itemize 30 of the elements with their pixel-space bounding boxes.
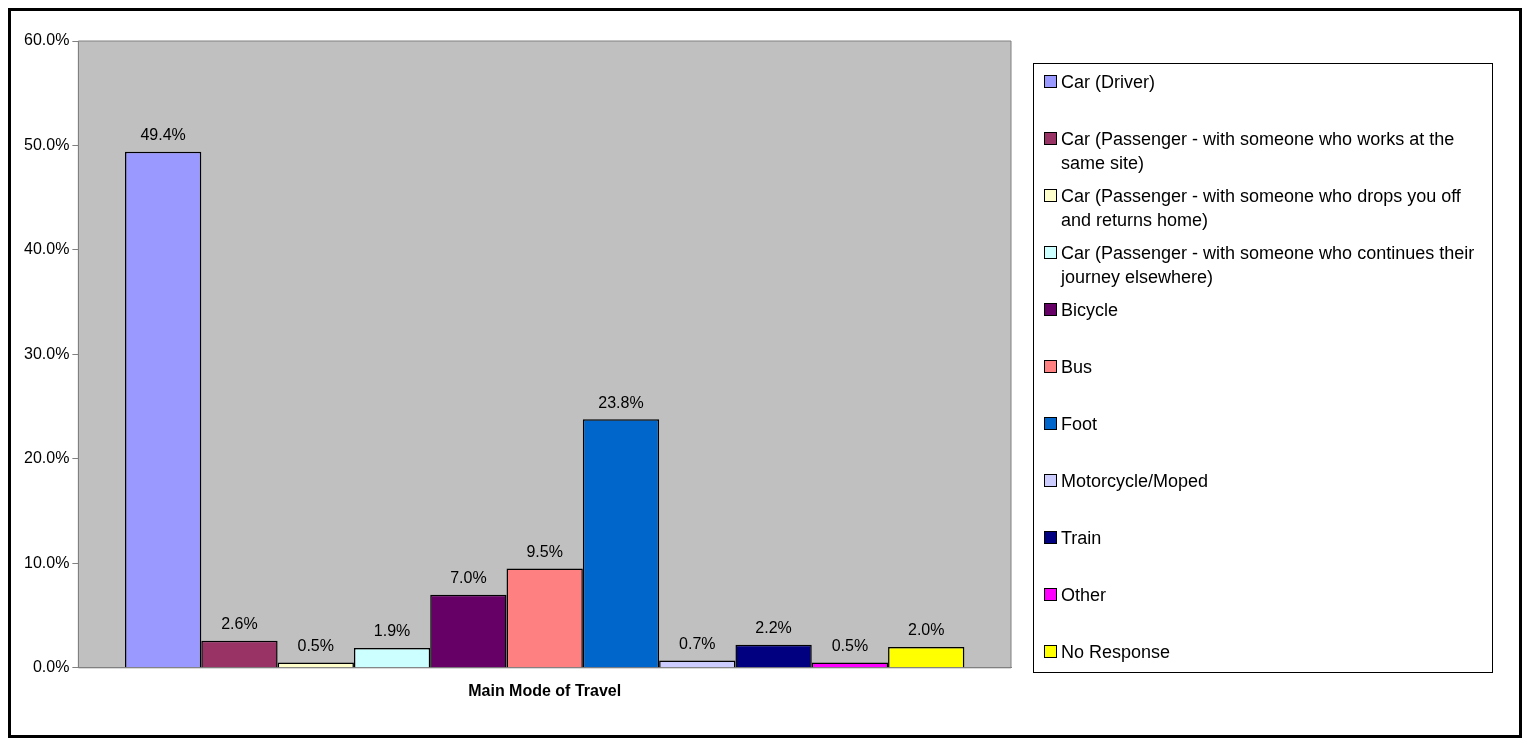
y-tick-label: 10.0% (23, 553, 70, 571)
x-tick-label: Main Mode of Travel (468, 681, 622, 699)
data-label: 9.5% (526, 542, 563, 560)
y-tick-label: 0.0% (32, 658, 70, 676)
data-label: 0.7% (679, 634, 716, 652)
legend-label: Car (Driver) (1061, 71, 1155, 94)
legend-label: Bus (1061, 356, 1093, 379)
legend-label: Car (Passenger - with someone who works at the same site) (1061, 128, 1456, 175)
data-label: 23.8% (598, 393, 644, 411)
data-label: 49.4% (140, 126, 186, 144)
data-label: 2.2% (755, 619, 792, 637)
legend-label: Other (1061, 584, 1107, 607)
data-label: 2.0% (907, 621, 945, 639)
legend-label: Car (Passenger - with someone who continues their journey elsewhere) (1061, 242, 1476, 289)
data-label: 0.5% (831, 636, 869, 654)
data-label: 2.6% (221, 615, 258, 633)
legend-label: Train (1061, 527, 1102, 550)
data-label: 1.9% (373, 622, 411, 640)
legend-label: Car (Passenger - with someone who drops you off and returns home) (1061, 185, 1462, 232)
legend-label: Bicycle (1061, 299, 1119, 322)
data-label: 0.5% (297, 636, 334, 654)
y-tick-label: 60.0% (23, 31, 70, 49)
data-label: 7.0% (450, 569, 487, 587)
legend-label: Foot (1061, 413, 1098, 436)
legend-label: No Response (1061, 641, 1171, 664)
y-tick-label: 50.0% (23, 135, 70, 153)
legend-label: Motorcycle/Moped (1061, 470, 1209, 493)
y-tick-label: 20.0% (23, 449, 70, 467)
y-tick-label: 40.0% (23, 240, 70, 258)
y-tick-label: 30.0% (23, 344, 70, 362)
